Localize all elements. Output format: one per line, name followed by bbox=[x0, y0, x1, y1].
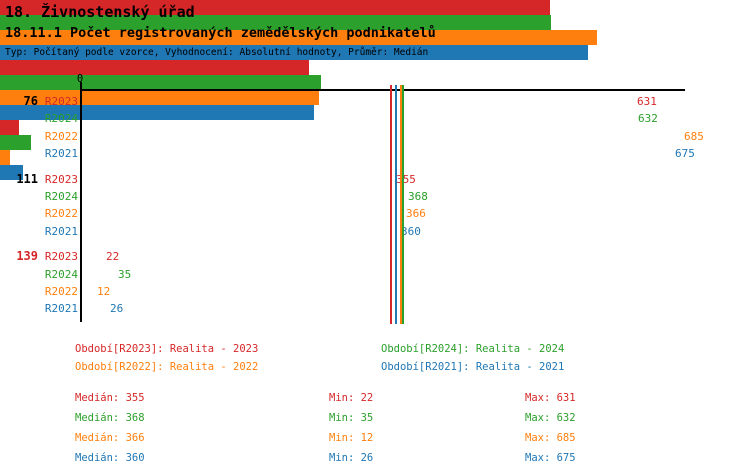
series-row-label: R2022 bbox=[44, 207, 78, 221]
median-line bbox=[390, 85, 393, 324]
stat-median: Medián: 360 bbox=[75, 452, 145, 464]
bar bbox=[0, 135, 31, 150]
series-row-label: R2024 bbox=[44, 267, 78, 281]
series-row-label: R2021 bbox=[44, 146, 78, 160]
bar bbox=[0, 165, 23, 180]
stat-min: Min: 35 bbox=[329, 412, 374, 424]
bar bbox=[0, 30, 597, 45]
indicator-title: 18.11.1 Počet registrovaných zemědělskýc… bbox=[5, 25, 436, 41]
series-row-label: R2021 bbox=[44, 302, 78, 316]
legend-item: Období[R2023]: Realita - 2023 bbox=[75, 343, 259, 355]
stat-max: Max: 631 bbox=[525, 392, 576, 404]
bar-value-label: 632 bbox=[638, 112, 658, 126]
page-title: 18. Živnostenský úřad bbox=[5, 3, 195, 21]
series-row-label: R2022 bbox=[44, 284, 78, 298]
series-row-label: R2022 bbox=[44, 129, 78, 143]
stat-median: Medián: 366 bbox=[75, 432, 145, 444]
stat-median: Medián: 355 bbox=[75, 392, 145, 404]
bar bbox=[0, 45, 588, 60]
bar-value-label: 368 bbox=[408, 190, 428, 203]
median-line bbox=[400, 85, 403, 324]
series-row-label: R2021 bbox=[44, 224, 78, 238]
bar bbox=[0, 150, 10, 165]
stat-min: Min: 12 bbox=[329, 432, 374, 444]
stat-max: Max: 685 bbox=[525, 432, 576, 444]
bar-chart: 0 76 R2023 631 R2024 632 R2022 685 R2021 675 111 R2… bbox=[0, 0, 750, 324]
median-line bbox=[401, 85, 404, 324]
bar-value-label: 360 bbox=[401, 224, 421, 238]
bar-value-label: 355 bbox=[396, 172, 416, 186]
bar bbox=[0, 75, 321, 90]
bar-value-label: 35 bbox=[118, 267, 132, 281]
bar-value-label: 685 bbox=[684, 129, 704, 143]
bar bbox=[0, 60, 309, 75]
bar-value-label: 366 bbox=[406, 207, 426, 221]
bar bbox=[0, 105, 314, 120]
x-axis bbox=[80, 89, 685, 91]
series-row-label: R2023 bbox=[44, 172, 78, 186]
group-label: 111 bbox=[16, 171, 38, 186]
bar-value-label: 12 bbox=[97, 284, 111, 298]
axis-origin-label: 0 bbox=[76, 73, 84, 85]
bar-value-label: 675 bbox=[675, 146, 695, 160]
y-axis bbox=[80, 82, 82, 322]
stat-median: Medián: 368 bbox=[75, 412, 145, 424]
legend-item: Období[R2021]: Realita - 2021 bbox=[381, 361, 565, 373]
group-label: 139 bbox=[16, 249, 38, 264]
series-row-label: R2024 bbox=[44, 112, 78, 126]
stat-max: Max: 675 bbox=[525, 452, 576, 464]
bar-value-label: 22 bbox=[106, 250, 120, 264]
median-line bbox=[394, 85, 397, 324]
stat-min: Min: 26 bbox=[329, 452, 374, 464]
legend-item: Období[R2024]: Realita - 2024 bbox=[381, 343, 565, 355]
stat-min: Min: 22 bbox=[329, 392, 374, 404]
group-label: 76 bbox=[23, 94, 38, 108]
bar bbox=[0, 15, 551, 30]
bar bbox=[0, 120, 19, 135]
indicator-meta: Typ: Počítaný podle vzorce, Vyhodnocení:… bbox=[5, 47, 429, 58]
series-row-label: R2023 bbox=[44, 95, 78, 108]
series-row-label: R2024 bbox=[44, 190, 78, 203]
series-row-label: R2023 bbox=[44, 250, 78, 264]
bar-value-label: 631 bbox=[637, 95, 657, 108]
bar-value-label: 26 bbox=[110, 302, 124, 316]
legend-item: Období[R2022]: Realita - 2022 bbox=[75, 361, 259, 373]
stat-max: Max: 632 bbox=[525, 412, 576, 424]
bar bbox=[0, 90, 319, 105]
bar bbox=[0, 0, 550, 15]
